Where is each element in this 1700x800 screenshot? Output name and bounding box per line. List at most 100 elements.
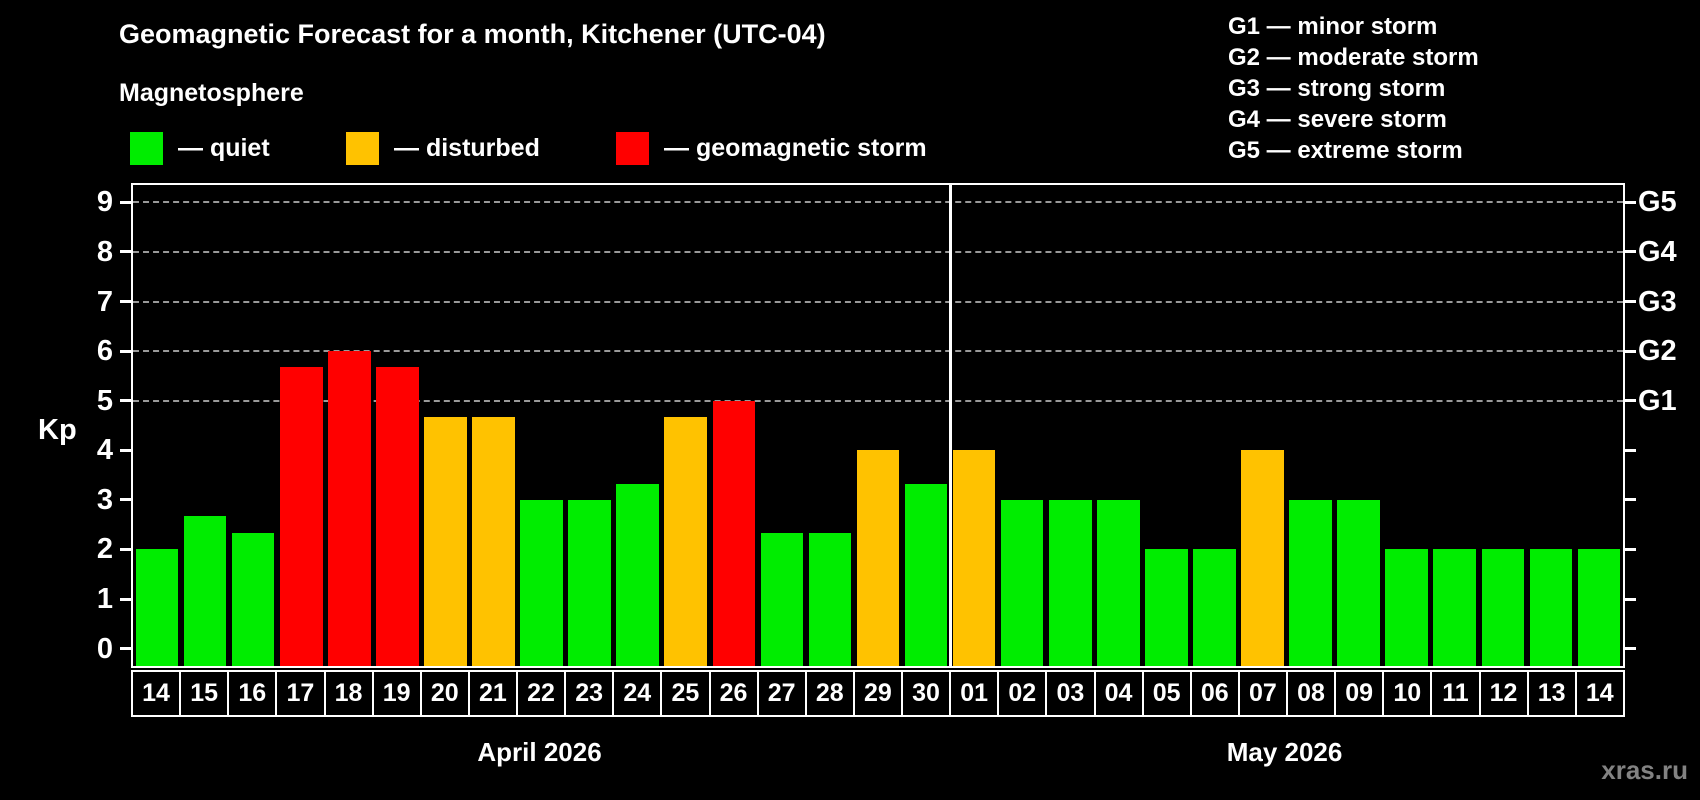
date-cell: 06 xyxy=(1189,672,1238,715)
kp-tick-label: 1 xyxy=(96,583,113,616)
kp-bar xyxy=(1289,499,1332,666)
date-cell: 05 xyxy=(1141,672,1190,715)
kp-bar xyxy=(1048,499,1092,666)
kp-bar xyxy=(760,533,804,666)
kp-bar xyxy=(1097,499,1140,666)
kp-bar xyxy=(808,533,852,666)
left-axis-tick xyxy=(120,448,131,452)
right-axis-tick xyxy=(1625,349,1636,353)
month-divider-line xyxy=(948,185,952,666)
gridline-kp7 xyxy=(133,300,1623,303)
kp-bar xyxy=(135,549,179,666)
g2-legend-line: G2 — moderate storm xyxy=(1228,44,1479,71)
date-cell: 14 xyxy=(142,679,170,707)
kp-tick-label: 9 xyxy=(96,186,113,219)
date-cell: 28 xyxy=(804,672,853,715)
g3-legend-line: G3 — strong storm xyxy=(1228,75,1446,102)
kp-tick-label: 2 xyxy=(96,533,113,566)
g5-legend-line: G5 — extreme storm xyxy=(1228,137,1463,164)
kp-bar xyxy=(1529,549,1573,666)
kp-bar xyxy=(376,367,419,666)
legend-storm-label: — geomagnetic storm xyxy=(664,134,927,162)
g1-legend-line: G1 — minor storm xyxy=(1228,13,1438,40)
gridline-kp5 xyxy=(133,399,1623,402)
left-axis-tick xyxy=(120,597,131,601)
gridline-kp6 xyxy=(133,350,1623,353)
right-axis-tick xyxy=(1625,250,1636,254)
kp-bar xyxy=(664,417,708,666)
right-axis-tick xyxy=(1625,647,1636,651)
date-cell: 26 xyxy=(708,672,757,715)
date-cell: 22 xyxy=(516,672,564,715)
g-level-label: G2 xyxy=(1638,335,1677,368)
g4-legend-line: G4 — severe storm xyxy=(1228,106,1447,133)
legend-quiet-label: — quiet xyxy=(178,134,270,162)
legend-disturbed-label: — disturbed xyxy=(394,134,540,162)
right-axis-tick xyxy=(1625,399,1636,403)
left-axis-tick xyxy=(120,200,131,204)
y-axis-title: Kp xyxy=(38,414,77,446)
kp-tick-label: 3 xyxy=(96,483,113,516)
legend-item-quiet: — quiet xyxy=(130,132,270,165)
date-cell: 10 xyxy=(1382,672,1430,715)
left-axis-tick xyxy=(120,250,131,254)
kp-bar xyxy=(520,499,563,666)
legend-item-storm: — geomagnetic storm xyxy=(616,132,927,165)
date-cell: 01 xyxy=(949,672,997,715)
gridline-kp9 xyxy=(133,201,1623,204)
kp-bar xyxy=(1193,549,1236,666)
right-axis-tick xyxy=(1625,448,1636,452)
date-cell: 30 xyxy=(901,672,949,715)
kp-bar xyxy=(616,483,659,666)
date-cell: 23 xyxy=(564,672,612,715)
right-axis-tick xyxy=(1625,200,1636,204)
kp-bar xyxy=(1337,499,1380,666)
left-axis-tick xyxy=(120,399,131,403)
g-level-label: G1 xyxy=(1638,384,1677,417)
kp-bar xyxy=(279,367,323,666)
date-cell: 20 xyxy=(419,672,468,715)
quiet-color-swatch xyxy=(130,132,163,165)
date-cell: 18 xyxy=(323,672,372,715)
storm-color-swatch xyxy=(616,132,649,165)
kp-tick-label: 4 xyxy=(96,434,113,467)
watermark-xras: xras.ru xyxy=(1601,755,1688,785)
date-cell: 04 xyxy=(1093,672,1142,715)
date-cell: 13 xyxy=(1526,672,1575,715)
gridline-kp8 xyxy=(133,250,1623,253)
right-axis-tick xyxy=(1625,597,1636,601)
date-cell: 21 xyxy=(467,672,516,715)
left-axis-tick xyxy=(120,647,131,651)
kp-bar xyxy=(1145,549,1188,666)
date-cell: 29 xyxy=(852,672,901,715)
left-axis-tick xyxy=(120,349,131,353)
date-cell: 14 xyxy=(1574,672,1623,715)
kp-tick-label: 5 xyxy=(96,384,113,417)
left-axis-tick xyxy=(120,498,131,502)
date-cell: 17 xyxy=(275,672,323,715)
kp-bar xyxy=(1241,450,1284,666)
date-cell: 24 xyxy=(612,672,660,715)
month-label: May 2026 xyxy=(1226,737,1343,767)
left-axis-tick xyxy=(120,300,131,304)
magnetosphere-label: Magnetosphere xyxy=(119,79,304,107)
kp-bar xyxy=(712,400,756,666)
kp-bar xyxy=(904,483,948,666)
right-axis-tick xyxy=(1625,300,1636,304)
kp-bar xyxy=(472,417,515,666)
date-cell: 02 xyxy=(997,672,1045,715)
date-cell: 07 xyxy=(1237,672,1286,715)
kp-bar xyxy=(856,450,900,666)
kp-tick-label: 7 xyxy=(96,285,113,318)
date-cell: 12 xyxy=(1478,672,1527,715)
kp-tick-label: 8 xyxy=(96,235,113,268)
left-axis-tick xyxy=(120,547,131,551)
date-cell: 16 xyxy=(227,672,275,715)
kp-bar xyxy=(183,516,227,666)
g-level-label: G4 xyxy=(1638,235,1677,268)
date-cell: 19 xyxy=(371,672,420,715)
date-cell: 03 xyxy=(1045,672,1093,715)
disturbed-color-swatch xyxy=(346,132,379,165)
legend-item-disturbed: — disturbed xyxy=(346,132,540,165)
